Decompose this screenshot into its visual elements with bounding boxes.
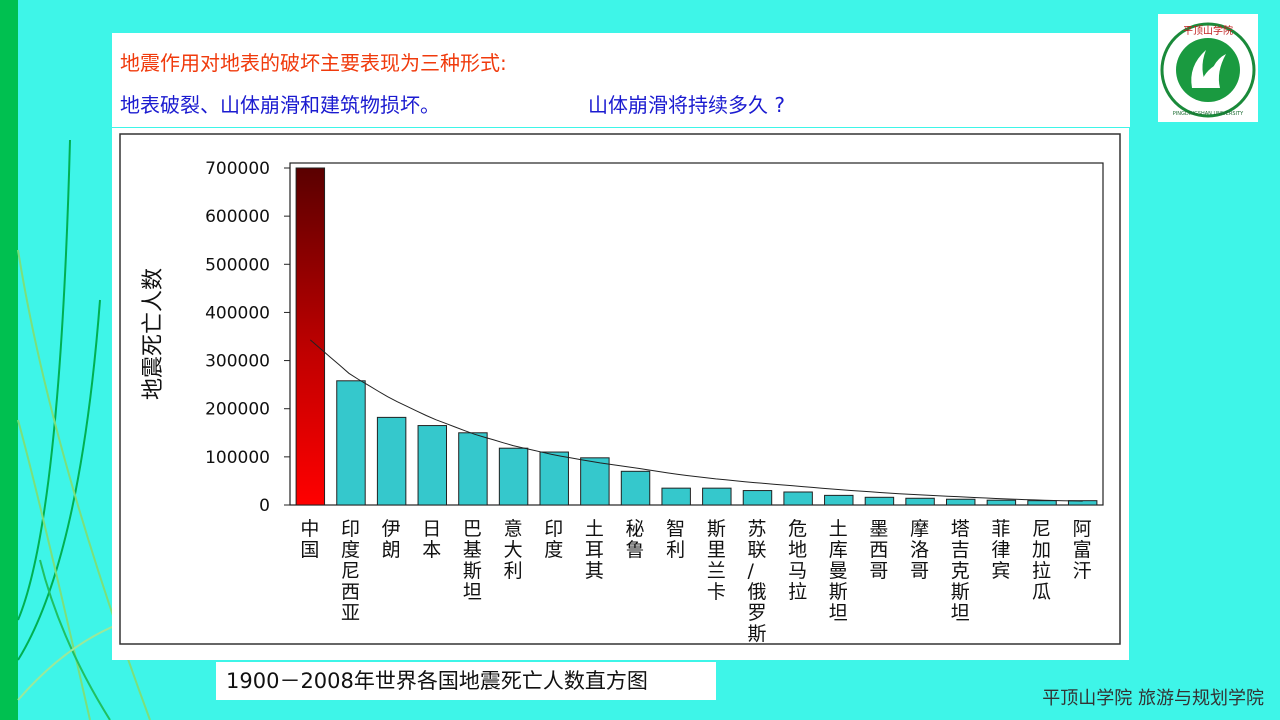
x-tick-label: 阿富汗: [1073, 518, 1092, 582]
bar-智利: [661, 487, 691, 506]
x-tick-label: 土库曼斯坦: [829, 518, 848, 624]
logo-chinese-name: 平顶山学院: [1183, 24, 1233, 37]
plot-area: [289, 162, 1104, 506]
x-tick-label: 土耳其: [585, 518, 604, 582]
bar-chart: 0 100000 200000 300000 400000 500000 600000 700…: [119, 133, 1121, 645]
bar-中国: [295, 167, 326, 506]
x-tick-label: 巴基斯坦: [463, 518, 482, 603]
x-tick-label: 危地马拉: [788, 518, 807, 603]
bar-斯里兰卡: [702, 487, 732, 506]
y-tick-label: 400000: [205, 303, 270, 323]
x-tick-label: 墨西哥: [869, 518, 888, 582]
y-tick-label: 0: [259, 496, 270, 516]
bar-摩洛哥: [905, 497, 935, 506]
x-tick-label: 智利: [666, 518, 685, 561]
y-tick-label: 600000: [205, 207, 270, 227]
y-axis-label: 地震死亡人数: [141, 268, 166, 400]
bar-土库曼斯坦: [824, 494, 854, 506]
x-tick-label: 意大利: [504, 518, 523, 582]
x-tick-label: 摩洛哥: [910, 518, 929, 582]
x-tick-label: 塔吉克斯坦: [951, 518, 970, 624]
university-logo: 平顶山学院 PINGDINGSHAN UNIVERSITY: [1158, 14, 1258, 122]
x-tick-label: 斯里兰卡: [707, 518, 726, 603]
bar-苏联/俄罗斯: [742, 490, 773, 506]
header-line-1: 地震作用对地表的破坏主要表现为三种形式:: [120, 51, 507, 75]
chart-panel: 0 100000 200000 300000 400000 500000 600000 700…: [112, 128, 1129, 660]
bar-秘鲁: [620, 470, 651, 506]
trend-line: [309, 339, 1083, 502]
x-tick-label: 尼加拉瓜: [1032, 518, 1051, 603]
logo-english-name: PINGDINGSHAN UNIVERSITY: [1173, 111, 1244, 117]
footer-institution: 平顶山学院 旅游与规划学院: [1042, 688, 1264, 709]
header-text-box: 地震作用对地表的破坏主要表现为三种形式: 地表破裂、山体崩滑和建筑物损坏。 山体…: [112, 33, 1130, 127]
header-line-2: 地表破裂、山体崩滑和建筑物损坏。: [120, 93, 440, 117]
y-tick-label: 100000: [205, 448, 270, 468]
bar-墨西哥: [864, 496, 895, 506]
y-tick-label: 200000: [205, 400, 270, 420]
x-tick-label: 菲律宾: [991, 518, 1010, 582]
header-question: 山体崩滑将持续多久 ?: [588, 93, 785, 117]
x-tick-label: 中国: [300, 518, 319, 561]
y-tick-label: 500000: [205, 255, 270, 275]
x-tick-label: 伊朗: [382, 518, 401, 561]
y-tick-label: 700000: [205, 159, 270, 179]
x-tick-label: 印度尼西亚: [341, 518, 360, 624]
bar-塔吉克斯坦: [945, 498, 976, 506]
bar-日本: [417, 425, 448, 506]
chart-caption: 1900－2008年世界各国地震死亡人数直方图: [216, 662, 716, 700]
bar-意大利: [498, 447, 529, 506]
y-tick-label: 300000: [205, 352, 270, 372]
x-tick-label: 苏联/俄罗斯: [747, 518, 766, 645]
bar-危地马拉: [783, 491, 813, 506]
x-tick-label: 秘鲁: [626, 518, 645, 561]
left-accent-bar: [0, 0, 18, 720]
bar-印度: [539, 451, 569, 506]
chart-border: [119, 133, 1121, 645]
bar-伊朗: [376, 416, 407, 506]
bar-菲律宾: [986, 499, 1017, 506]
bar-巴基斯坦: [458, 432, 488, 506]
bar-土耳其: [580, 457, 610, 506]
bar-印度尼西亚: [336, 380, 366, 506]
x-tick-label: 日本: [422, 518, 441, 561]
logo-emblem-icon: 平顶山学院 PINGDINGSHAN UNIVERSITY: [1160, 22, 1256, 118]
bar-尼加拉瓜: [1027, 500, 1057, 506]
x-tick-label: 印度: [544, 518, 563, 561]
